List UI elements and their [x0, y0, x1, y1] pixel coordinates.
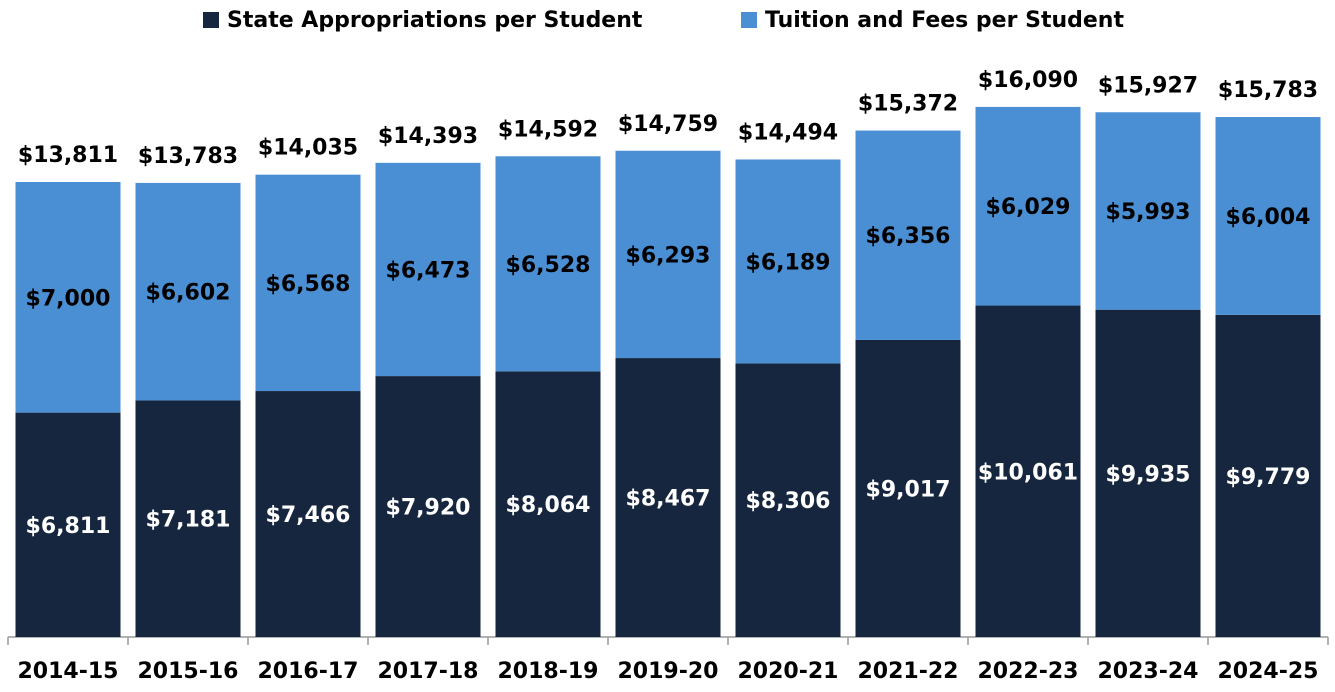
total-label: $13,811 [18, 143, 118, 168]
legend-swatch [741, 12, 757, 28]
x-tick-label: 2022-23 [978, 659, 1079, 684]
bar-segment [735, 363, 841, 637]
bar-segment [975, 106, 1081, 306]
total-label: $14,494 [738, 121, 838, 146]
segment-label: $9,779 [1226, 465, 1311, 490]
bar-segment [615, 150, 721, 359]
x-tick-label: 2017-18 [378, 659, 479, 684]
bar-segment [975, 305, 1081, 637]
total-label: $15,372 [858, 92, 958, 117]
segment-label: $7,466 [266, 503, 351, 528]
bar-segment [1095, 309, 1201, 637]
segment-label: $7,181 [146, 508, 231, 533]
total-label: $14,393 [378, 124, 478, 149]
total-label: $15,927 [1098, 73, 1198, 98]
total-label: $16,090 [978, 68, 1078, 93]
segment-label: $6,528 [506, 253, 591, 278]
total-label: $15,783 [1218, 78, 1318, 103]
bar-segment [735, 159, 841, 364]
segment-label: $10,061 [978, 460, 1078, 485]
segment-label: $6,602 [146, 281, 231, 306]
legend-label: Tuition and Fees per Student [765, 8, 1124, 33]
bar-segment [855, 339, 961, 637]
bar-segment [135, 400, 241, 637]
segment-label: $6,473 [386, 258, 471, 283]
segment-label: $5,993 [1106, 200, 1191, 225]
segment-label: $6,029 [986, 195, 1071, 220]
bar-segment [495, 371, 601, 637]
legend-label: State Appropriations per Student [227, 8, 643, 33]
bar-segment [1215, 314, 1321, 637]
x-tick-label: 2015-16 [138, 659, 239, 684]
x-tick-label: 2023-24 [1098, 659, 1199, 684]
x-tick-label: 2018-19 [498, 659, 599, 684]
x-tick-label: 2014-15 [18, 659, 119, 684]
bar-segment [855, 130, 961, 340]
total-label: $13,783 [138, 144, 238, 169]
segment-label: $8,064 [506, 493, 591, 518]
bar-segment [1095, 112, 1201, 310]
x-tick-label: 2021-22 [858, 659, 959, 684]
x-tick-label: 2016-17 [258, 659, 359, 684]
segment-label: $6,811 [26, 514, 111, 539]
segment-label: $6,356 [866, 224, 951, 249]
segment-label: $9,017 [866, 477, 951, 502]
segment-label: $6,004 [1226, 205, 1311, 230]
legend-swatch [203, 12, 219, 28]
segment-label: $9,935 [1106, 462, 1191, 487]
total-label: $14,759 [618, 112, 718, 137]
segment-label: $6,189 [746, 250, 831, 275]
segment-label: $6,293 [626, 243, 711, 268]
segment-label: $8,467 [626, 487, 711, 512]
x-tick-label: 2024-25 [1218, 659, 1319, 684]
bar-segment [375, 162, 481, 377]
x-tick-label: 2019-20 [618, 659, 719, 684]
bar-segment [375, 376, 481, 637]
segment-label: $7,000 [26, 286, 111, 311]
bar-segment [15, 182, 121, 413]
bar-segment [495, 156, 601, 372]
bar-segment [615, 358, 721, 637]
segment-label: $6,568 [266, 272, 351, 297]
bar-segment [15, 412, 121, 637]
bar-segment [1215, 117, 1321, 315]
bar-segment [135, 182, 241, 401]
segment-label: $7,920 [386, 496, 471, 521]
total-label: $14,035 [258, 136, 358, 161]
total-label: $14,592 [498, 117, 598, 142]
x-tick-label: 2020-21 [738, 659, 839, 684]
segment-label: $8,306 [746, 489, 831, 514]
bar-segment [255, 174, 361, 392]
bar-segment [255, 391, 361, 637]
